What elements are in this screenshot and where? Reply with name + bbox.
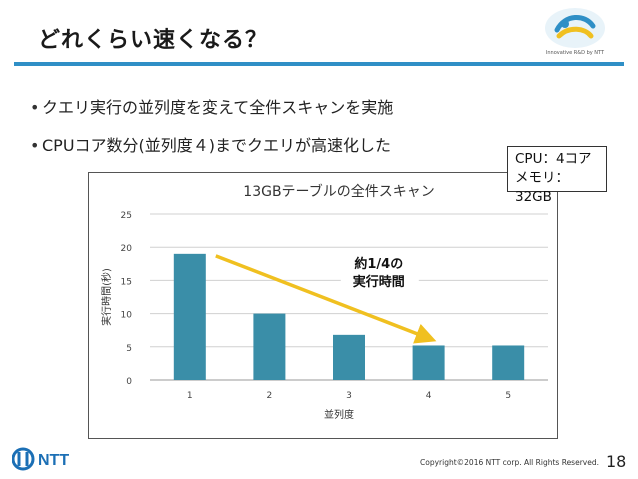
ntt-rd-logo — [535, 6, 615, 58]
slide-title: どれくらい速くなる？ — [38, 28, 269, 53]
bullet-dot-icon: • — [30, 98, 40, 117]
y-axis-label: 実行時間(秒) — [100, 268, 113, 326]
y-tick-label: 20 — [121, 244, 133, 254]
bullet-dot-icon: • — [30, 136, 40, 155]
copyright-text: Copyright©2016 NTT corp. All Rights Rese… — [420, 458, 599, 467]
ntt-logo-icon: NTT — [11, 447, 69, 471]
chart-frame — [88, 172, 558, 439]
title-underline — [14, 62, 624, 66]
ntt-logo-text: NTT — [38, 452, 69, 469]
bullet-text: CPUコア数分(並列度４)までクエリが高速化した — [42, 136, 392, 155]
x-tick-label: 1 — [187, 391, 193, 401]
bar — [412, 345, 445, 380]
ntt-footer-logo: NTT — [11, 446, 84, 476]
y-tick-label: 0 — [126, 377, 132, 387]
page-number: 18 — [606, 452, 627, 471]
annotation-line2: 実行時間 — [353, 274, 405, 290]
bullet-list: • クエリ実行の並列度を変えて全件スキャンを実施 • CPUコア数分(並列度４)まで… — [30, 94, 393, 170]
x-tick-label: 5 — [505, 391, 511, 401]
trend-arrow — [215, 254, 437, 344]
annotation-background — [340, 250, 419, 290]
logo-tagline: Innovative R&D by NTT — [545, 50, 605, 56]
y-tick-label: 10 — [121, 311, 133, 321]
y-tick-label: 15 — [121, 277, 132, 287]
y-tick-label: 5 — [126, 344, 132, 354]
spec-box: CPU：4コア メモリ：32GB — [507, 146, 607, 205]
bullet-text: クエリ実行の並列度を変えて全件スキャンを実施 — [42, 98, 394, 117]
bar — [173, 253, 206, 380]
bullet-item: • CPUコア数分(並列度４)までクエリが高速化した — [30, 132, 393, 156]
bar-chart: 13GBテーブルの全件スキャン 0 5 10 15 20 25 実行時間(秒) 1 2 3 4 5 並列度… — [100, 183, 548, 421]
bar — [333, 334, 365, 380]
x-tick-label: 3 — [346, 391, 352, 401]
logo-swirl-icon — [545, 8, 605, 48]
chart-title: 13GBテーブルの全件スキャン — [243, 183, 434, 200]
bar — [253, 313, 286, 380]
annotation-line1: 約1/4の — [354, 256, 403, 272]
y-tick-label: 25 — [121, 211, 132, 221]
x-tick-label: 4 — [426, 391, 432, 401]
bullet-item: • クエリ実行の並列度を変えて全件スキャンを実施 — [30, 94, 393, 118]
bar — [492, 345, 525, 380]
spec-cpu: CPU：4コア — [515, 151, 592, 167]
x-tick-label: 2 — [267, 391, 273, 401]
x-axis-label: 並列度 — [324, 408, 354, 421]
spec-memory: メモリ：32GB — [515, 170, 569, 205]
